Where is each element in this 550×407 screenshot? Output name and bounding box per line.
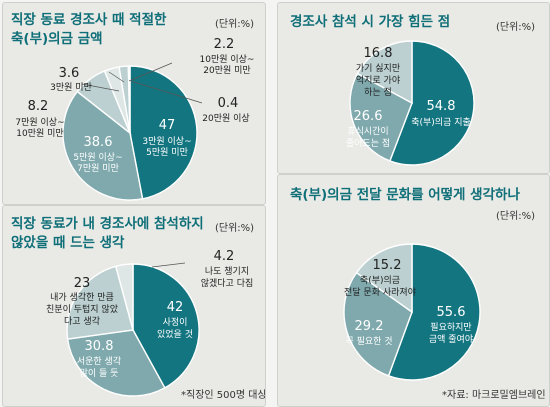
pie-hardest-value-16-8: 16.8 — [364, 46, 393, 61]
panel-amount-unit: (단위:%) — [215, 19, 255, 30]
pie-amount-label-8-2-line2: 10만원 미만 — [16, 128, 63, 139]
pie-hardest-label-16-8-line2: 억지로 가야 — [356, 74, 400, 86]
pie-hardest-label-16-8-line1: 가기 싫지만 — [356, 63, 400, 74]
pie-amount-value-2-2: 2.2 — [214, 37, 235, 52]
pie-absence-label-4-2-line2: 않겠다고 다짐 — [201, 278, 254, 289]
pie-culture-value-15-2: 15.2 — [373, 258, 402, 273]
panel-culture-title: 축(부)의금 전달 문화를 어떻게 생각하나 — [290, 187, 520, 203]
pie-absence-label-30-8-line1: 서운한 생각 — [77, 355, 121, 367]
pie-amount-label-38-6-line1: 5만원 이상~ — [73, 152, 122, 163]
panel-absence-footnote: *직장인 500명 대상 — [181, 390, 266, 401]
pie-culture-slice-55-6 — [387, 243, 481, 381]
panel-absence-title-line2: 않았을 때 드는 생각 — [11, 235, 125, 251]
pie-culture-value-55-6: 55.6 — [437, 305, 466, 320]
pie-absence-label-30-8-line2: 많이 들 듯 — [80, 368, 119, 379]
pie-hardest-slice-16-8 — [356, 40, 413, 105]
pie-absence-value-23: 23 — [74, 276, 91, 291]
pie-absence-value-42: 42 — [167, 300, 184, 315]
pie-hardest-label-54-8: 축(부)의금 지출 — [411, 117, 471, 128]
pie-hardest-value-26-6: 26.6 — [354, 109, 383, 124]
pie-absence-value-4-2: 4.2 — [214, 249, 235, 264]
pie-amount-slice-38-6 — [62, 90, 144, 201]
pie-hardest-label-26-6-line2: 줄어드는 점 — [346, 137, 390, 149]
pie-culture-label-55-6-line2: 금액 줄여야 — [429, 333, 473, 345]
pie-absence-label-23-line3: 다고 생각 — [64, 315, 100, 327]
pie-hardest-label-16-8-line3: 하는 점 — [364, 86, 392, 98]
panel-hardest-title: 경조사 참석 시 가장 힘든 점 — [290, 14, 451, 30]
pie-culture-value-29-2: 29.2 — [355, 319, 384, 334]
pie-amount-label-2-2-line2: 20만원 미만 — [203, 65, 250, 76]
pie-amount-label-38-6-line2: 7만원 미만 — [77, 163, 119, 174]
pie-absence-label-42-line2: 있었을 것 — [157, 328, 193, 340]
pie-amount-value-8-2: 8.2 — [28, 99, 49, 114]
pie-hardest-value-54-8: 54.8 — [427, 99, 456, 114]
pie-absence-label-4-2-line1: 나도 챙기지 — [205, 266, 249, 277]
pie-amount-label-8-2-line1: 7만원 이상~ — [15, 117, 64, 128]
pie-amount-label-0-4: 20만원 이상 — [202, 113, 249, 124]
panel-culture-footnote: *자료: 마크로밀엠브레인 — [442, 390, 546, 401]
panel-absence-title-line1: 직장 동료가 내 경조사에 참석하지 — [11, 216, 204, 232]
pie-amount-value-47: 47 — [159, 118, 176, 133]
panel-absence-unit: (단위:%) — [215, 223, 255, 234]
panel-amount-title-line2: 축(부)의금 금액 — [11, 31, 103, 47]
pie-absence-label-23-line2: 친분이 두텁지 않았 — [46, 303, 118, 315]
pie-culture-slice-15-2 — [355, 243, 413, 314]
pie-culture-label-29-2: 꼭 필요한 것 — [345, 335, 392, 347]
pie-culture-label-15-2-line2: 전달 문화 사라져야 — [344, 286, 416, 298]
panel-amount-title-line1: 직장 동료 경조사 때 적절한 — [11, 12, 167, 28]
pie-amount-label-47-line2: 5만원 미만 — [146, 147, 188, 158]
pie-amount-label-47-line1: 3만원 이상~ — [142, 136, 191, 147]
pie-absence-leader — [151, 262, 186, 268]
pie-absence-value-30-8: 30.8 — [85, 339, 114, 354]
pie-amount-label-2-2-line1: 10만원 이상~ — [200, 54, 255, 65]
pie-culture-label-15-2-line1: 축(부)의금 — [360, 275, 400, 286]
pie-amount-value-38-6: 38.6 — [84, 135, 113, 150]
pie-amount-label-3-6: 3만원 미만 — [50, 82, 92, 93]
pie-absence-slice-30-8 — [66, 329, 166, 397]
pie-hardest-label-26-6-line1: 휴식시간이 — [347, 126, 388, 137]
panel-hardest-unit: (단위:%) — [496, 22, 536, 33]
pie-hardest-slice-54-8 — [388, 40, 475, 166]
pie-amount-slice-0-4 — [127, 65, 131, 134]
pie-absence-label-42-line1: 사정이 — [163, 317, 188, 328]
pie-amount-value-0-4: 0.4 — [218, 96, 239, 111]
pie-culture-label-55-6-line1: 필요하지만 — [430, 321, 471, 333]
pie-absence-slice-23 — [66, 265, 134, 340]
pie-amount-leaders — [81, 62, 203, 104]
pie-absence-label-23-line1: 내가 생각한 만큼 — [50, 291, 114, 303]
panel-culture-unit: (단위:%) — [496, 211, 536, 222]
pie-absence-slice-4-2 — [114, 263, 134, 331]
pie-amount-value-3-6: 3.6 — [59, 66, 80, 81]
pie-culture-slice-29-2 — [343, 271, 413, 377]
